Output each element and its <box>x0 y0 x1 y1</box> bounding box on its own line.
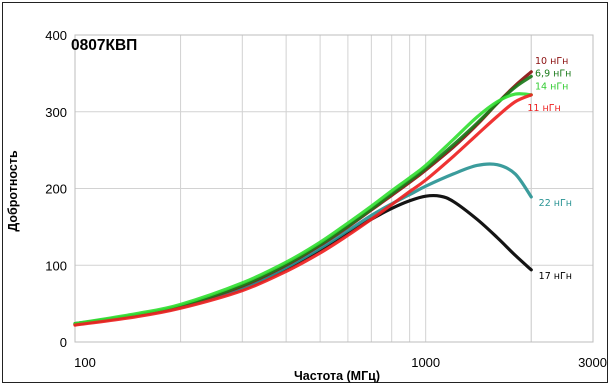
series-label: 10 нГн <box>535 56 568 67</box>
y-tick-label: 400 <box>45 28 67 43</box>
x-tick-label: 1000 <box>411 355 440 370</box>
axis-ticks: 0 100 200 300 400 100 1000 3000 <box>45 28 607 370</box>
series-line-6-9- <box>73 74 533 326</box>
series-label: 14 нГн <box>535 81 568 92</box>
y-axis-label: Добротность <box>6 150 20 232</box>
plot-area <box>74 34 594 343</box>
series-layer <box>73 70 533 327</box>
y-tick-label: 100 <box>45 258 67 273</box>
chart-title: 0807КВП <box>71 37 137 54</box>
series-line-11- <box>73 93 533 327</box>
series-label: 11 нГн <box>527 103 560 114</box>
x-tick-label: 3000 <box>578 355 607 370</box>
series-line-22- <box>73 162 533 326</box>
y-tick-label: 300 <box>45 105 67 120</box>
series-label: 6,9 нГн <box>535 68 571 79</box>
series-label: 22 нГн <box>539 198 572 209</box>
series-label: 17 нГн <box>539 271 572 282</box>
x-axis-label: Частота (МГц) <box>294 369 380 383</box>
series-line-10- <box>73 70 533 326</box>
series-line-14- <box>73 92 533 326</box>
x-tick-label: 100 <box>74 355 96 370</box>
y-tick-label: 200 <box>45 182 67 197</box>
grid <box>74 34 594 343</box>
y-tick-label: 0 <box>60 335 67 350</box>
